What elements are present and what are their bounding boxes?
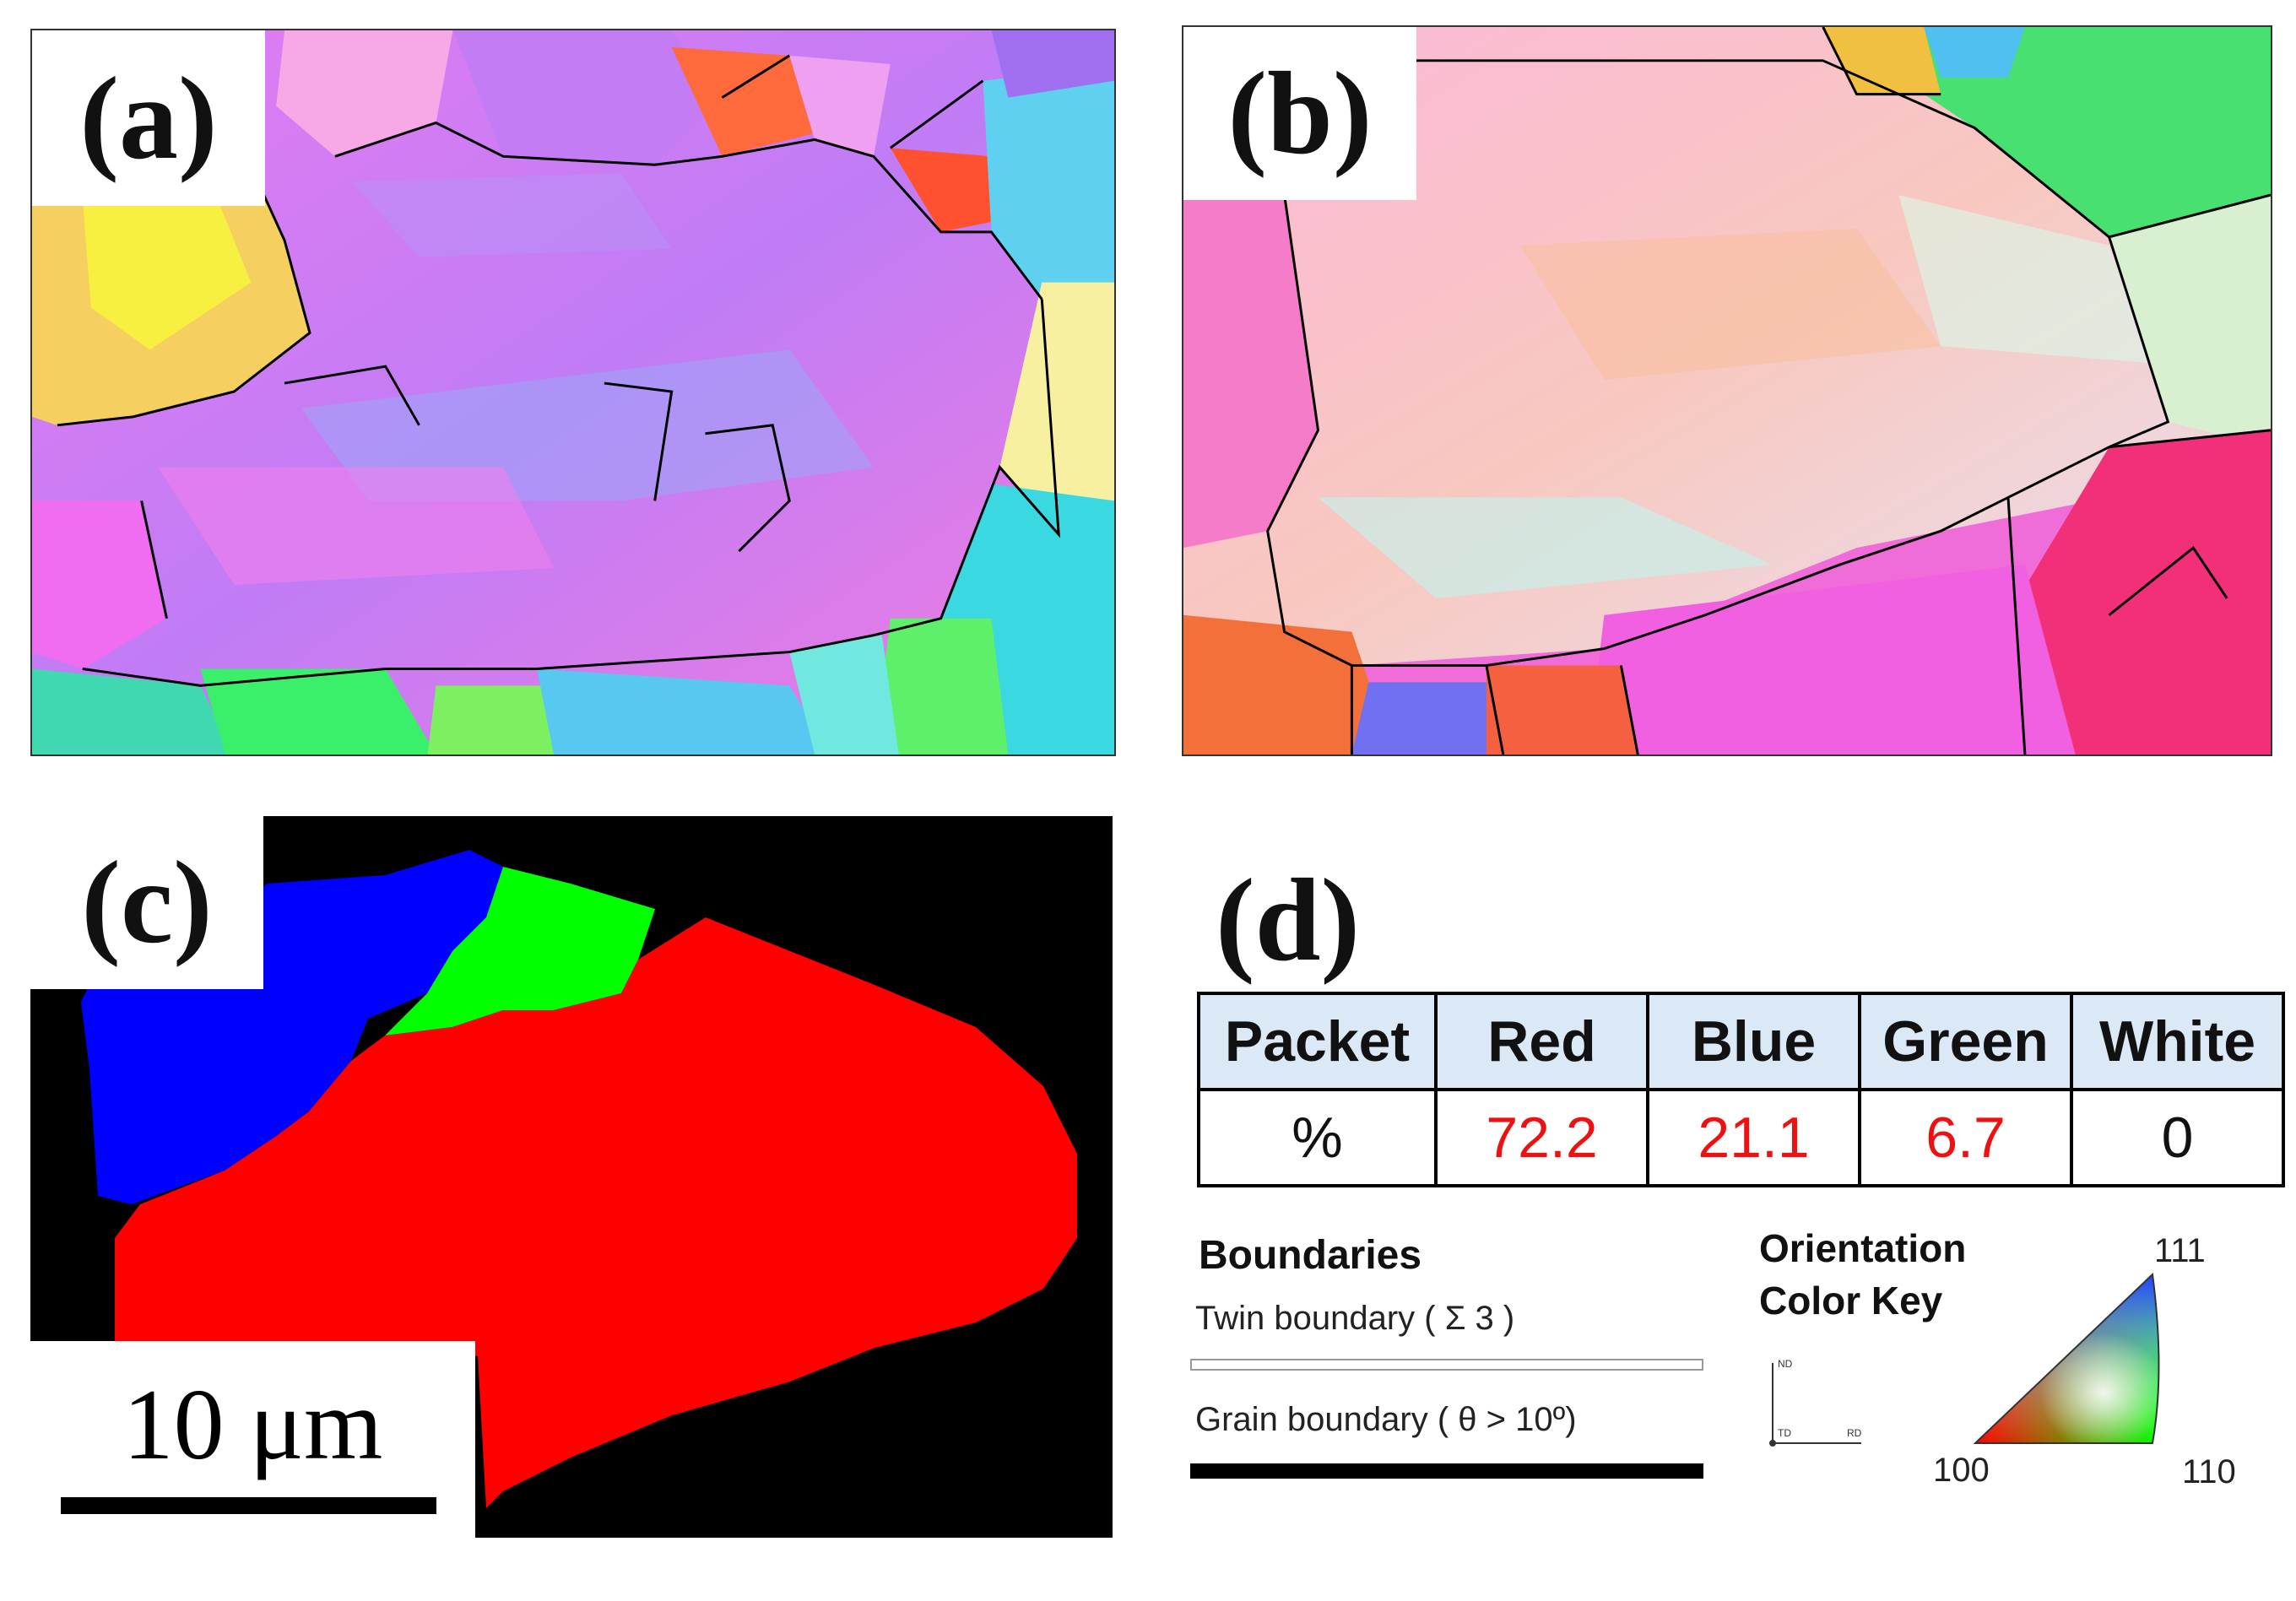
pole-111-label: 111 <box>2154 1232 2206 1269</box>
packet-map-c-image <box>81 850 1077 1508</box>
packet-region-blue <box>81 850 503 1204</box>
ipf-color-key-triangle: 111 100 110 <box>1933 1232 2236 1490</box>
panel-label-d: (d) <box>1216 855 1361 986</box>
sample-axes-icon: ND TD RD <box>1769 1358 1862 1447</box>
panel-label-b: (b) <box>1183 27 1416 200</box>
table-header-cell: Packet <box>1197 992 1438 1091</box>
table-header-cell: Blue <box>1646 992 1861 1091</box>
scale-bar-label: 10 μm <box>122 1368 383 1480</box>
axis-rd-label: RD <box>1847 1427 1862 1439</box>
packet-map-c: (c) 10 μm <box>30 816 1113 1538</box>
grain-boundary-swatch <box>1190 1463 1703 1479</box>
orientation-key-title-line2: Color Key <box>1759 1279 1943 1322</box>
packet-region-red <box>115 917 1077 1508</box>
orientation-key-title: Orientation Color Key <box>1759 1222 1966 1327</box>
ebsd-map-b: (b) <box>1182 25 2272 756</box>
packet-region-green <box>385 867 655 1036</box>
ebsd-map-a: (a) <box>30 29 1116 756</box>
table-header-cell: Red <box>1434 992 1649 1091</box>
panel-label-a: (a) <box>32 30 265 206</box>
table-header-cell: Green <box>1858 992 2073 1091</box>
packet-fraction-table: Packet Red Blue Green White % 72.2 21.1 … <box>1197 992 2285 1187</box>
scale-bar-line <box>61 1497 436 1514</box>
table-cell: 6.7 <box>1858 1088 2073 1187</box>
table-cell: 0 <box>2070 1088 2285 1187</box>
orientation-key-title-line1: Orientation <box>1759 1226 1967 1270</box>
table-row: % 72.2 21.1 6.7 0 <box>1197 1088 2285 1187</box>
grain-boundary-label: Grain boundary ( θ > 10º) <box>1195 1401 1577 1438</box>
pole-110-label: 110 <box>2182 1453 2236 1490</box>
pole-100-label: 100 <box>1933 1452 1990 1489</box>
scale-bar: 10 μm <box>30 1341 475 1538</box>
table-cell: 72.2 <box>1434 1088 1649 1187</box>
twin-boundary-swatch <box>1190 1359 1703 1371</box>
twin-boundary-label: Twin boundary ( Σ 3 ) <box>1195 1300 1515 1337</box>
ebsd-map-b-image <box>1183 27 2271 755</box>
table-cell: 21.1 <box>1646 1088 1861 1187</box>
axis-nd-label: ND <box>1778 1358 1793 1370</box>
ebsd-map-a-image <box>32 30 1114 755</box>
boundaries-legend-title: Boundaries <box>1199 1233 1422 1278</box>
table-header-cell: White <box>2070 992 2285 1091</box>
table-cell: % <box>1197 1088 1438 1187</box>
table-header-row: Packet Red Blue Green White <box>1197 992 2285 1091</box>
panel-label-c: (c) <box>30 816 263 989</box>
axis-td-label: TD <box>1778 1427 1791 1439</box>
